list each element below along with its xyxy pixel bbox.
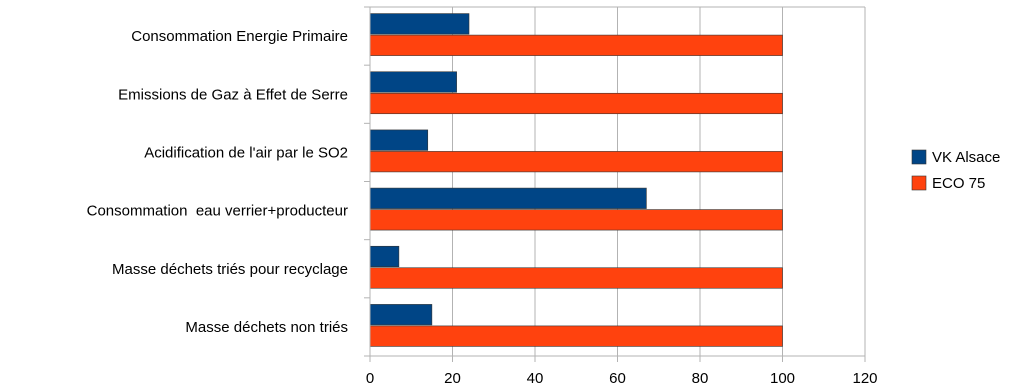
grid-lines	[369, 6, 866, 356]
x-tick-label-80: 80	[692, 370, 709, 387]
bar-eco-75-5	[369, 325, 783, 347]
bar-vk-alsace-5	[369, 304, 433, 326]
x-tick-label-120: 120	[852, 370, 877, 387]
x-tick-label-0: 0	[366, 370, 374, 387]
bar-vk-alsace-1	[369, 71, 457, 93]
bar-eco-75-4	[369, 267, 783, 289]
bar-eco-75-2	[369, 151, 783, 173]
x-tick-label-100: 100	[770, 370, 795, 387]
category-label-5: Masse déchets non triés	[185, 319, 348, 336]
category-label-1: Emissions de Gaz à Effet de Serre	[118, 86, 348, 103]
category-label-0: Consommation Energie Primaire	[131, 28, 348, 45]
x-tick-labels: 0 20 40 60 80 100 120	[366, 370, 878, 387]
bar-vk-alsace-4	[369, 245, 400, 268]
bars	[369, 13, 783, 347]
legend-label-eco-75: ECO 75	[932, 175, 985, 192]
x-tick-label-60: 60	[609, 370, 626, 387]
axes	[364, 6, 866, 362]
bar-vk-alsace-2	[369, 129, 429, 151]
legend: VK Alsace ECO 75	[911, 149, 1000, 192]
bar-vk-alsace-3	[369, 187, 647, 209]
bar-eco-75-0	[369, 34, 783, 56]
bar-eco-75-3	[369, 209, 783, 231]
category-label-4: Masse déchets triés pour recyclage	[112, 261, 348, 278]
x-tick-label-20: 20	[444, 370, 461, 387]
legend-swatch-vk-alsace	[911, 149, 927, 165]
legend-swatch-eco-75	[911, 175, 927, 191]
legend-label-vk-alsace: VK Alsace	[932, 149, 1000, 166]
category-label-2: Acidification de l'air par le SO2	[144, 144, 348, 161]
bar-vk-alsace-0	[369, 13, 470, 35]
bar-eco-75-1	[369, 92, 783, 115]
x-tick-label-40: 40	[527, 370, 544, 387]
category-labels: Consommation Energie Primaire Emissions d…	[87, 28, 348, 336]
category-label-3: Consommation eau verrier+producteur	[87, 203, 348, 220]
